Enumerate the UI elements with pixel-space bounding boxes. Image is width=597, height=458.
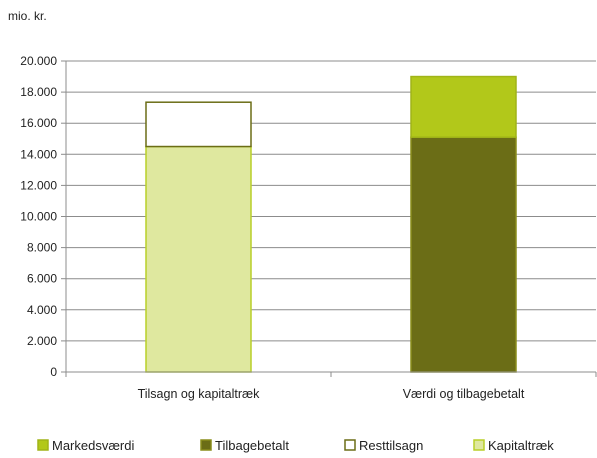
y-tick-label: 14.000: [20, 147, 57, 161]
y-tick-label: 20.000: [20, 54, 57, 68]
bars: [145, 75, 517, 373]
y-tick-label: 12.000: [20, 178, 57, 192]
legend-swatch-markedsværdi: [37, 439, 49, 451]
y-tick-label: 4.000: [27, 303, 57, 317]
y-tick-label: 10.000: [20, 210, 57, 224]
unit-label: mio. kr.: [8, 9, 47, 23]
y-tick-label: 0: [50, 365, 57, 379]
y-tick-label: 6.000: [27, 272, 57, 286]
legend-swatch-kapitaltræk: [473, 439, 485, 451]
bar-markedsværdi: [410, 75, 517, 138]
legend-swatch-resttilsagn: [344, 439, 356, 451]
bar-kapitaltræk: [145, 145, 252, 373]
x-category-label: Tilsagn og kapitaltræk: [138, 387, 261, 401]
legend-label: Resttilsagn: [359, 438, 423, 453]
x-axis-labels: Tilsagn og kapitaltræk Værdi og tilbagebe…: [138, 387, 525, 401]
y-tick-label: 16.000: [20, 116, 57, 130]
y-axis-ticks: 0 2.000 4.000 6.000 8.000 10.000 12.000 14.000 1…: [20, 54, 66, 379]
legend-swatch-tilbagebetalt: [200, 439, 212, 451]
y-tick-label: 2.000: [27, 334, 57, 348]
legend-label: Markedsværdi: [52, 438, 134, 453]
legend: Markedsværdi Tilbagebetalt Resttilsagn Kapi…: [37, 438, 554, 453]
y-tick-label: 8.000: [27, 241, 57, 255]
y-tick-label: 18.000: [20, 85, 57, 99]
bar-resttilsagn: [145, 101, 252, 148]
legend-label: Kapitaltræk: [488, 438, 554, 453]
axes: [65, 61, 597, 377]
legend-label: Tilbagebetalt: [215, 438, 289, 453]
x-category-label: Værdi og tilbagebetalt: [403, 387, 525, 401]
bar-tilbagebetalt: [410, 136, 517, 373]
